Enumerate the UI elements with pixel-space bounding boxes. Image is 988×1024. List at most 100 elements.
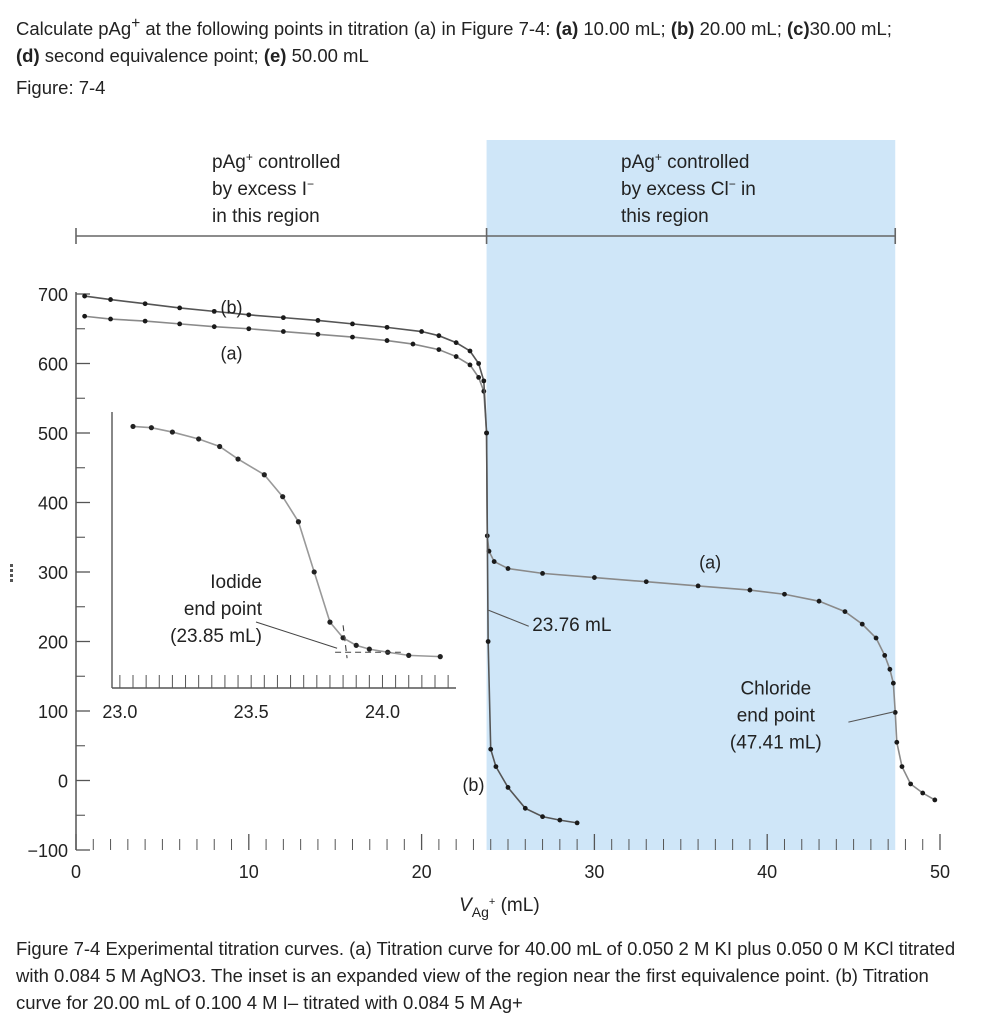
- series-b-point: [476, 361, 482, 366]
- region-label-0-line-3: in this region: [212, 206, 320, 227]
- figure-label: Figure: 7-4: [16, 77, 106, 98]
- series-b-point: [436, 333, 442, 339]
- part-text-d: second equivalence point;: [39, 45, 264, 67]
- y-tick-label: 500: [38, 424, 68, 444]
- series-a-point: [873, 635, 879, 641]
- inset-data-point: [169, 429, 175, 435]
- more-options-icon[interactable]: [10, 564, 14, 584]
- x-axis-label-unit: (mL): [495, 895, 539, 916]
- chloride-region-shading: [486, 140, 896, 850]
- annotation-leader: [848, 711, 895, 723]
- region-label-sup: −: [729, 177, 736, 191]
- inset-endpoint-leader: [255, 621, 338, 649]
- series-label: (a): [699, 553, 721, 573]
- region-label-text: by excess Cl: [621, 179, 729, 200]
- series-a-point: [491, 559, 497, 564]
- part-text-b: 20.00 mL;: [694, 18, 787, 40]
- region-label-text: controlled: [662, 152, 750, 173]
- series-a-point: [643, 579, 649, 585]
- inset-data-point: [217, 443, 223, 450]
- series-a-point: [350, 334, 355, 340]
- series-a-point: [476, 375, 482, 380]
- y-tick-label: −100: [27, 841, 68, 861]
- part-label-b: (b): [670, 18, 695, 40]
- region-label-0-line-1: pAg+ controlled: [212, 150, 341, 173]
- chloride-endpoint-label: end point: [737, 705, 816, 726]
- series-a-point: [899, 764, 905, 769]
- inset-data-point: [196, 436, 202, 442]
- inset-series-line: [132, 425, 441, 658]
- region-label-text: pAg: [621, 152, 655, 173]
- inset-data-point: [235, 456, 241, 462]
- region-label-1-line-2: by excess Cl− in: [621, 177, 756, 200]
- series-b-point: [574, 820, 580, 826]
- series-b-point: [315, 318, 321, 323]
- part-label-e: (e): [263, 45, 287, 67]
- series-a-point: [747, 587, 753, 593]
- inset-data-point: [437, 654, 443, 660]
- series-b-point: [540, 814, 545, 820]
- series-a-point: [505, 566, 511, 571]
- part-text-e: 50.00 mL: [286, 45, 369, 67]
- inset-data-point: [311, 569, 317, 575]
- annotation-leader: [488, 609, 529, 627]
- region-label-sup: +: [246, 150, 253, 164]
- series-a-point: [908, 781, 914, 787]
- inset-chart: 23.0 23.5 24.0 Iodide end point (23.85 mL): [102, 412, 456, 722]
- y-tick-label: 400: [38, 494, 68, 514]
- series-labels: (b) (a) (a) (b): [221, 297, 722, 794]
- x-tick-label: 20: [412, 862, 432, 882]
- series-a-point: [142, 318, 148, 324]
- shaded-region: [486, 140, 896, 850]
- chloride-endpoint-label: Chloride: [740, 678, 811, 699]
- series-b-point: [484, 430, 489, 436]
- series-b-point: [280, 315, 286, 321]
- series-a-point: [108, 316, 113, 322]
- region-label-text: by excess I: [212, 179, 307, 200]
- inset-data-point: [295, 519, 302, 525]
- series-b-point: [108, 297, 113, 302]
- series-a-line: [84, 315, 936, 801]
- series-a-point: [280, 329, 286, 334]
- iodide-endpoint-label: (23.85 mL): [170, 626, 262, 647]
- series-label: (b): [221, 297, 243, 317]
- region-label-0-line-2: by excess I−: [212, 177, 314, 200]
- series-b-point: [350, 321, 355, 327]
- inset-data-point: [148, 425, 154, 431]
- y-tick-label: 0: [58, 772, 68, 792]
- series-b-point: [142, 301, 148, 307]
- question-prefix: Calculate pAg: [16, 18, 132, 40]
- x-tick-label: 50: [930, 862, 950, 882]
- x-tick-label: 40: [757, 862, 777, 882]
- y-tick-label: 300: [38, 563, 68, 583]
- region-label-sup: −: [307, 177, 314, 191]
- series-label: (b): [462, 775, 484, 795]
- series-a-point: [436, 347, 442, 352]
- series-a-point: [920, 790, 926, 796]
- chloride-endpoint-label: (47.41 mL): [730, 732, 822, 753]
- region-label-text: in: [736, 179, 756, 200]
- series-a-point: [859, 621, 865, 627]
- series-b-point: [384, 324, 390, 330]
- series-b-point: [82, 293, 88, 299]
- series-a-point: [592, 575, 597, 580]
- question-text: Calculate pAg+ at the following points i…: [16, 10, 976, 69]
- inset-x-tick-label: 23.0: [102, 702, 137, 722]
- region-label-text: pAg: [212, 152, 246, 173]
- inset-data-point: [406, 652, 412, 658]
- main-series: [82, 293, 938, 826]
- series-a-point: [315, 331, 321, 337]
- y-tick-label: 600: [38, 355, 68, 375]
- series-a-point: [177, 321, 183, 327]
- series-a-point: [782, 591, 787, 597]
- inset-data-point: [353, 642, 359, 648]
- inset-data-point: [327, 619, 333, 625]
- series-label: (a): [221, 343, 243, 363]
- x-axis-label: VAg+ (mL): [459, 895, 540, 920]
- x-axis-label-v: V: [459, 895, 474, 916]
- part-label-a: (a): [555, 18, 579, 40]
- part-text-c: 30.00 mL;: [809, 18, 892, 40]
- inset-endpoint-dash: [342, 625, 348, 659]
